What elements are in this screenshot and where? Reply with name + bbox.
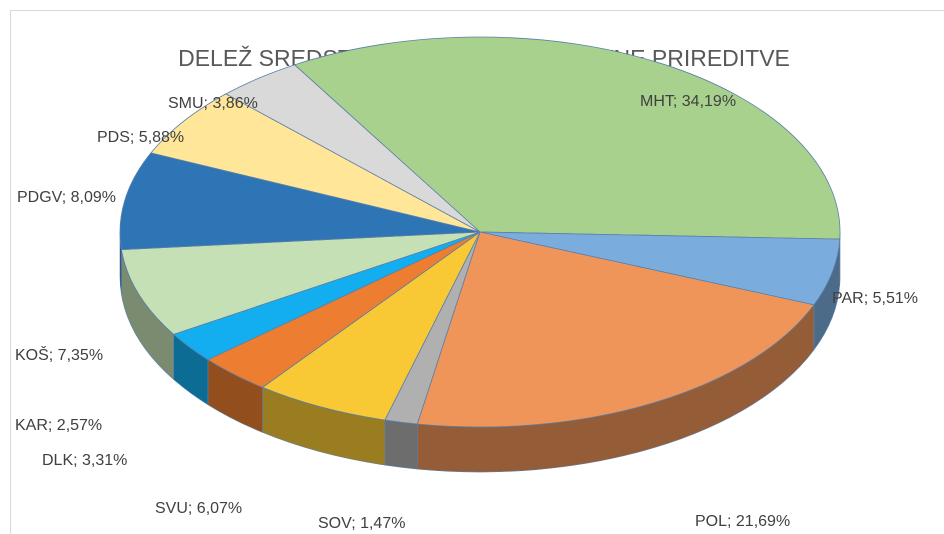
data-label: SVU; 6,07% [155, 500, 242, 517]
pie-slice [225, 64, 481, 233]
pie-side [384, 419, 418, 470]
pie-tops [119, 36, 841, 428]
data-label: PDGV; 8,09% [17, 189, 116, 206]
data-label: DLK; 3,31% [42, 452, 127, 469]
data-labels: MHT; 34,19% PAR; 5,51% POL; 21,69% SOV; 1,4… [15, 93, 918, 532]
data-label: KAR; 2,57% [15, 417, 102, 434]
data-label: SMU; 3,86% [168, 95, 258, 112]
data-label: PDS; 5,88% [97, 129, 184, 146]
pie-slice [293, 36, 841, 240]
pie-slice [261, 231, 481, 421]
data-label: KOŠ; 7,35% [15, 345, 103, 364]
pie-slice [119, 152, 481, 251]
data-label: SOV; 1,47% [318, 515, 405, 532]
data-label: POL; 21,69% [695, 513, 790, 530]
pie-slice [150, 93, 481, 233]
data-label: MHT; 34,19% [640, 93, 736, 110]
data-label: PAR; 5,51% [832, 290, 918, 307]
pie-slice [121, 231, 481, 335]
pie-slice [416, 231, 815, 428]
pie-sides [119, 231, 841, 473]
